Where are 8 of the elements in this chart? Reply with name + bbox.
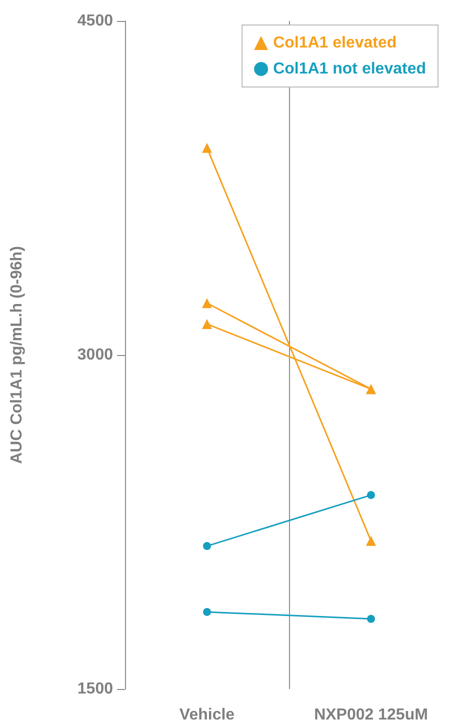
y-axis-title: AUC Col1A1 pg/mL.h (0-96h): [8, 246, 26, 464]
y-tick-label: 3000: [77, 346, 114, 364]
x-tick-label: NXP002 125uM: [314, 706, 428, 724]
y-tick-label: 4500: [77, 12, 114, 30]
x-tick-label: Vehicle: [179, 706, 235, 724]
legend-label: Col1A1 not elevated: [273, 60, 426, 78]
y-tick-label: 1500: [77, 680, 114, 698]
legend-label: Col1A1 elevated: [273, 34, 397, 52]
